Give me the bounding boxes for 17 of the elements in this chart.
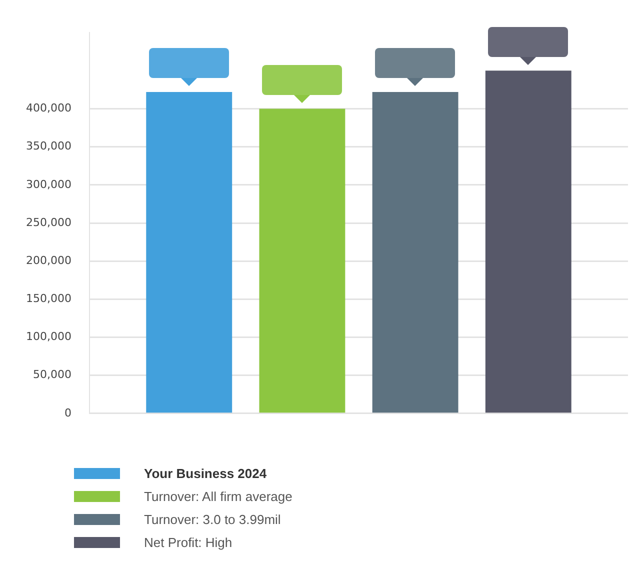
y-tick-label: 150,000 <box>26 292 72 306</box>
legend-label: Turnover: All firm average <box>144 489 292 504</box>
legend-label: Net Profit: High <box>144 535 232 550</box>
y-tick-label: 300,000 <box>26 178 72 191</box>
y-tick-label: 350,000 <box>26 140 72 153</box>
bar <box>485 70 572 413</box>
bar <box>259 108 346 413</box>
legend-label: Your Business 2024 <box>144 466 267 481</box>
y-tick-label: 250,000 <box>26 216 72 229</box>
y-tick-label: 0 <box>64 406 72 420</box>
y-tick-label: 100,000 <box>26 330 72 344</box>
bar <box>372 92 458 413</box>
legend-label: Turnover: 3.0 to 3.99mil <box>144 512 281 527</box>
y-tick-label: 50,000 <box>32 368 72 382</box>
y-tick-label: 200,000 <box>26 254 72 267</box>
y-tick-label: 400,000 <box>26 102 72 115</box>
bar <box>146 92 232 413</box>
